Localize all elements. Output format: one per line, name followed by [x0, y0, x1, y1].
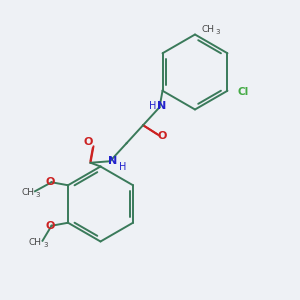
- Text: Cl: Cl: [238, 87, 249, 97]
- Text: H: H: [149, 101, 157, 111]
- Text: 3: 3: [215, 29, 220, 35]
- Text: O: O: [157, 131, 167, 141]
- Text: O: O: [83, 137, 93, 147]
- Text: O: O: [45, 221, 55, 231]
- Text: 3: 3: [36, 192, 40, 198]
- Text: N: N: [157, 101, 167, 111]
- Text: CH: CH: [201, 26, 214, 34]
- Text: O: O: [45, 177, 55, 187]
- Text: CH: CH: [21, 188, 34, 197]
- Text: N: N: [108, 156, 117, 166]
- Text: 3: 3: [43, 242, 48, 247]
- Text: H: H: [119, 162, 126, 172]
- Text: CH: CH: [28, 238, 41, 247]
